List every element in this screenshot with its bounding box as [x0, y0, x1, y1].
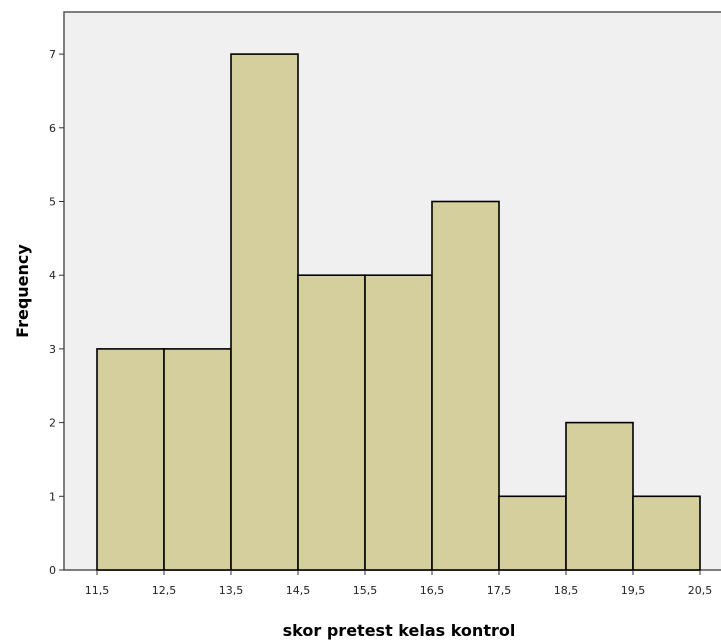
- x-tick-label: 17,5: [487, 584, 512, 597]
- x-tick-label: 15,5: [353, 584, 378, 597]
- histogram-bar: [297, 274, 366, 571]
- x-tick-label: 13,5: [219, 584, 244, 597]
- y-tick-label: 0: [49, 564, 56, 577]
- histogram-bar: [565, 421, 634, 571]
- histogram-bar: [163, 348, 232, 571]
- x-tick-label: 11,5: [85, 584, 110, 597]
- x-tick-label: 14,5: [286, 584, 311, 597]
- histogram-bar: [96, 348, 165, 571]
- histogram-bar: [364, 274, 433, 571]
- y-tick-label: 6: [49, 122, 56, 135]
- y-axis-title: Frequency: [13, 244, 32, 338]
- histogram-bar: [498, 495, 567, 571]
- y-tick-label: 7: [49, 48, 56, 61]
- y-tick-label: 2: [49, 417, 56, 430]
- x-axis-title: skor pretest kelas kontrol: [283, 621, 516, 640]
- histogram-bar: [431, 200, 500, 571]
- y-tick-label: 3: [49, 343, 56, 356]
- y-tick-label: 1: [49, 490, 56, 503]
- x-tick-label: 16,5: [420, 584, 445, 597]
- y-tick-label: 5: [49, 196, 56, 209]
- histogram-bar: [632, 495, 701, 571]
- x-axis: 11,5 12,5 13,5 14,5 15,5 16,5 17,5 18,5 19,5 20,5: [85, 570, 713, 597]
- y-axis: 0 1 2 3 4 5 6 7: [49, 48, 64, 577]
- bars-group: [96, 53, 701, 571]
- x-tick-label: 19,5: [621, 584, 646, 597]
- x-tick-label: 20,5: [688, 584, 713, 597]
- x-tick-label: 12,5: [152, 584, 177, 597]
- y-tick-label: 4: [49, 269, 56, 282]
- x-tick-label: 18,5: [554, 584, 579, 597]
- histogram-bar: [230, 53, 299, 571]
